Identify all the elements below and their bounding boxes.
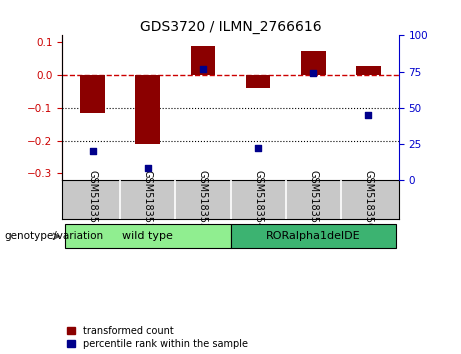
Bar [356, 66, 381, 75]
Title: GDS3720 / ILMN_2766616: GDS3720 / ILMN_2766616 [140, 21, 321, 34]
Bar [80, 75, 105, 113]
Text: GSM518355: GSM518355 [308, 170, 318, 229]
Point [254, 145, 262, 151]
Text: GSM518353: GSM518353 [198, 170, 208, 229]
Point [144, 166, 151, 171]
Text: GSM518354: GSM518354 [253, 170, 263, 229]
Text: GSM518351: GSM518351 [88, 170, 98, 229]
Bar [136, 75, 160, 144]
Bar [301, 51, 325, 75]
Bar [190, 46, 215, 75]
Point [199, 66, 207, 72]
Point [365, 112, 372, 118]
FancyBboxPatch shape [230, 224, 396, 248]
Point [89, 148, 96, 154]
Legend: transformed count, percentile rank within the sample: transformed count, percentile rank withi… [67, 326, 248, 349]
Text: genotype/variation: genotype/variation [5, 231, 104, 241]
Text: wild type: wild type [122, 231, 173, 241]
Bar [246, 75, 271, 88]
Point [310, 70, 317, 76]
FancyBboxPatch shape [65, 224, 230, 248]
Text: RORalpha1delDE: RORalpha1delDE [266, 231, 361, 241]
Text: GSM518356: GSM518356 [363, 170, 373, 229]
Text: GSM518352: GSM518352 [143, 170, 153, 229]
